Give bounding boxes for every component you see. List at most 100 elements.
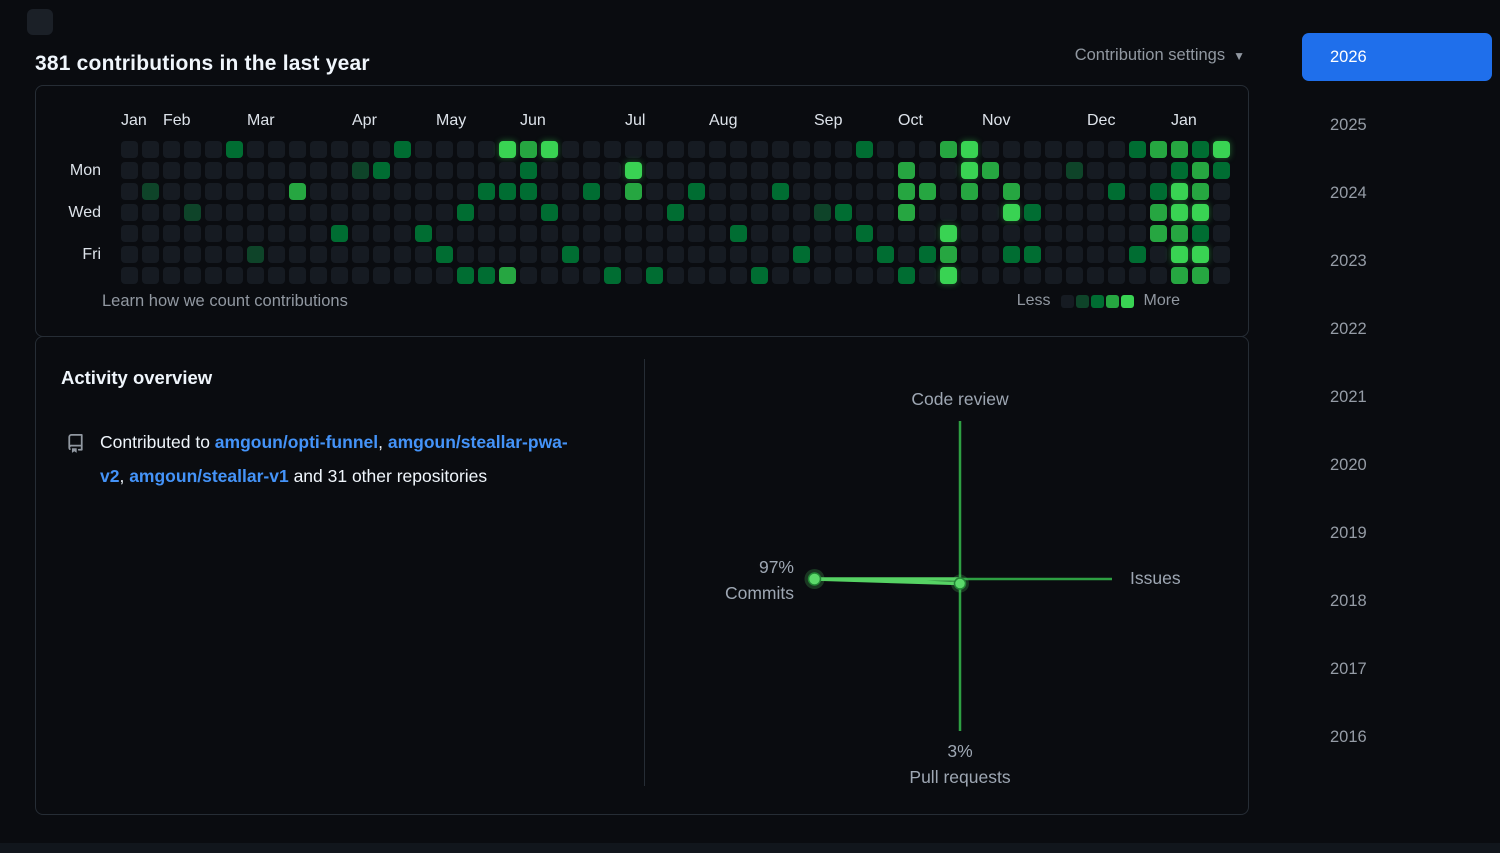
contribution-cell[interactable] <box>1171 204 1188 221</box>
contribution-cell[interactable] <box>247 141 264 158</box>
contribution-cell[interactable] <box>457 246 474 263</box>
contribution-cell[interactable] <box>121 267 138 284</box>
contribution-cell[interactable] <box>1003 204 1020 221</box>
contribution-cell[interactable] <box>163 141 180 158</box>
contribution-cell[interactable] <box>688 141 705 158</box>
contribution-cell[interactable] <box>982 267 999 284</box>
contribution-cell[interactable] <box>646 162 663 179</box>
contribution-cell[interactable] <box>709 267 726 284</box>
contribution-cell[interactable] <box>940 162 957 179</box>
contribution-cell[interactable] <box>1108 162 1125 179</box>
contribution-cell[interactable] <box>1045 204 1062 221</box>
contribution-cell[interactable] <box>1150 204 1167 221</box>
contribution-cell[interactable] <box>457 204 474 221</box>
contribution-cell[interactable] <box>856 267 873 284</box>
contribution-cell[interactable] <box>247 162 264 179</box>
contribution-cell[interactable] <box>1066 204 1083 221</box>
contribution-cell[interactable] <box>667 183 684 200</box>
contribution-cell[interactable] <box>1192 141 1209 158</box>
contribution-cell[interactable] <box>541 162 558 179</box>
contribution-cell[interactable] <box>394 141 411 158</box>
contribution-cell[interactable] <box>898 141 915 158</box>
contribution-cell[interactable] <box>226 246 243 263</box>
contribution-cell[interactable] <box>562 162 579 179</box>
contribution-cell[interactable] <box>520 204 537 221</box>
contribution-cell[interactable] <box>436 267 453 284</box>
contribution-cell[interactable] <box>625 183 642 200</box>
contribution-cell[interactable] <box>1129 183 1146 200</box>
contribution-cell[interactable] <box>982 204 999 221</box>
contribution-cell[interactable] <box>499 141 516 158</box>
contribution-cell[interactable] <box>1066 141 1083 158</box>
contribution-cell[interactable] <box>1087 183 1104 200</box>
contribution-cell[interactable] <box>373 162 390 179</box>
contribution-cell[interactable] <box>856 141 873 158</box>
contribution-cell[interactable] <box>415 267 432 284</box>
contribution-cell[interactable] <box>541 183 558 200</box>
contribution-cell[interactable] <box>184 162 201 179</box>
year-item-2020[interactable]: 2020 <box>1330 456 1367 474</box>
contribution-cell[interactable] <box>1108 204 1125 221</box>
contribution-cell[interactable] <box>331 162 348 179</box>
contribution-cell[interactable] <box>310 204 327 221</box>
contribution-cell[interactable] <box>520 141 537 158</box>
contribution-cell[interactable] <box>142 225 159 242</box>
contribution-cell[interactable] <box>289 246 306 263</box>
contribution-cell[interactable] <box>331 246 348 263</box>
contribution-cell[interactable] <box>163 246 180 263</box>
contribution-cell[interactable] <box>163 225 180 242</box>
contribution-cell[interactable] <box>121 225 138 242</box>
contribution-cell[interactable] <box>541 267 558 284</box>
contribution-cell[interactable] <box>436 204 453 221</box>
contribution-cell[interactable] <box>268 267 285 284</box>
contribution-cell[interactable] <box>1045 162 1062 179</box>
contribution-cell[interactable] <box>289 267 306 284</box>
contribution-cell[interactable] <box>1045 141 1062 158</box>
contribution-cell[interactable] <box>499 162 516 179</box>
contribution-cell[interactable] <box>1087 246 1104 263</box>
contribution-cell[interactable] <box>583 225 600 242</box>
contribution-cell[interactable] <box>478 267 495 284</box>
contribution-cell[interactable] <box>121 246 138 263</box>
contribution-cell[interactable] <box>436 225 453 242</box>
contribution-cell[interactable] <box>415 204 432 221</box>
contribution-cell[interactable] <box>457 267 474 284</box>
contribution-cell[interactable] <box>247 225 264 242</box>
contribution-cell[interactable] <box>856 204 873 221</box>
contribution-cell[interactable] <box>226 204 243 221</box>
contribution-cell[interactable] <box>667 246 684 263</box>
contribution-cell[interactable] <box>793 267 810 284</box>
contribution-cell[interactable] <box>982 141 999 158</box>
contribution-cell[interactable] <box>730 225 747 242</box>
contribution-cell[interactable] <box>541 246 558 263</box>
contribution-cell[interactable] <box>163 267 180 284</box>
year-item-2021[interactable]: 2021 <box>1330 388 1367 406</box>
contribution-cell[interactable] <box>1066 246 1083 263</box>
contribution-cell[interactable] <box>1129 141 1146 158</box>
contribution-cell[interactable] <box>1129 204 1146 221</box>
contribution-cell[interactable] <box>856 183 873 200</box>
contribution-cell[interactable] <box>163 204 180 221</box>
contribution-cell[interactable] <box>205 204 222 221</box>
year-item-2022[interactable]: 2022 <box>1330 320 1367 338</box>
contribution-cell[interactable] <box>730 162 747 179</box>
contribution-cell[interactable] <box>1024 225 1041 242</box>
contribution-cell[interactable] <box>394 204 411 221</box>
contribution-cell[interactable] <box>436 141 453 158</box>
contribution-cell[interactable] <box>856 162 873 179</box>
contribution-cell[interactable] <box>436 246 453 263</box>
contribution-cell[interactable] <box>877 183 894 200</box>
contribution-cell[interactable] <box>1087 141 1104 158</box>
contribution-cell[interactable] <box>478 204 495 221</box>
contribution-cell[interactable] <box>121 162 138 179</box>
contribution-cell[interactable] <box>1024 204 1041 221</box>
contribution-cell[interactable] <box>268 204 285 221</box>
contribution-cell[interactable] <box>940 204 957 221</box>
contribution-cell[interactable] <box>730 246 747 263</box>
year-item-2026[interactable]: 2026 <box>1302 33 1492 81</box>
contribution-cell[interactable] <box>730 183 747 200</box>
contribution-cell[interactable] <box>814 204 831 221</box>
contribution-cell[interactable] <box>121 183 138 200</box>
contribution-cell[interactable] <box>793 162 810 179</box>
contribution-cell[interactable] <box>625 267 642 284</box>
